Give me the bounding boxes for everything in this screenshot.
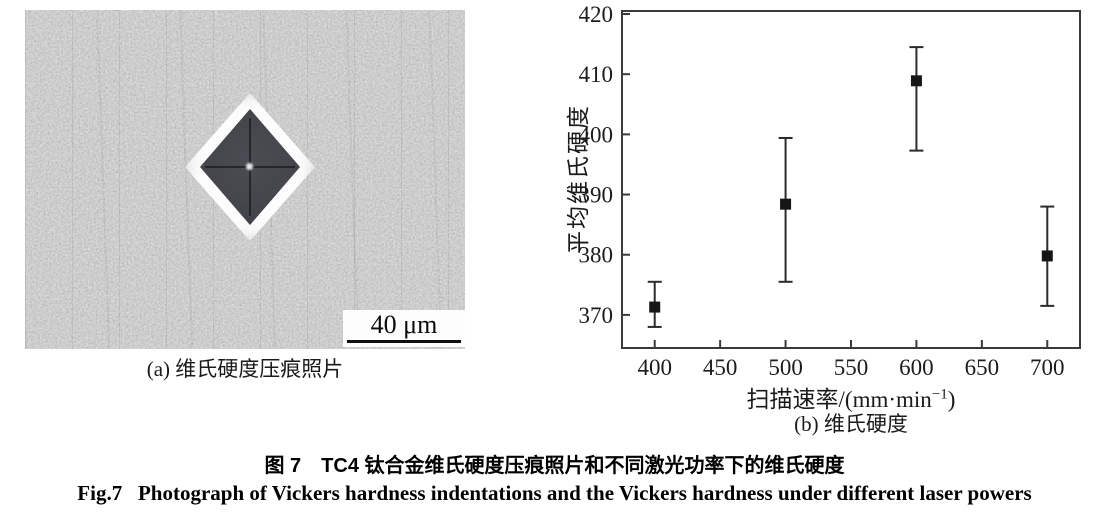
data-point-marker <box>910 75 922 87</box>
y-tick-label: 390 <box>579 183 614 208</box>
hardness-scatter-chart: 400 450 500 550 600 650 700 370 380 390 400 410 420 <box>579 2 1081 380</box>
data-point-marker <box>1041 250 1053 262</box>
plot-frame <box>621 10 1081 349</box>
scale-bar: 40 μm <box>343 310 465 347</box>
y-tick-label: 400 <box>579 122 614 147</box>
indentation-center-glint <box>246 163 253 170</box>
scale-bar-line <box>347 340 461 343</box>
x-tick-label: 700 <box>1030 355 1065 380</box>
x-tick-label: 650 <box>965 355 1000 380</box>
figure-title-english: Fig.7 Photograph of Vickers hardness ind… <box>77 481 1032 505</box>
y-tick-label: 380 <box>579 243 614 268</box>
x-tick-label: 400 <box>637 355 672 380</box>
hardness-chart-panel: 400 450 500 550 600 650 700 370 380 390 400 410 420 … <box>549 0 1109 446</box>
panel-b-caption: (b) 维氏硬度 <box>794 412 908 436</box>
micrograph-photo: 40 μm <box>25 10 465 349</box>
x-tick-label: 600 <box>899 355 934 380</box>
x-tick-label: 450 <box>703 355 738 380</box>
x-axis-label-superscript: −1 <box>931 386 948 403</box>
scale-bar-label: 40 μm <box>370 310 438 339</box>
y-axis-label: 平均维氏硬度 <box>566 104 591 254</box>
x-axis-label: 扫描速率/(mm·min−1) <box>651 380 1051 414</box>
data-point-marker <box>780 198 792 210</box>
y-tick-label: 420 <box>579 2 614 27</box>
y-tick-label: 410 <box>579 62 614 87</box>
panel-a-caption: (a) 维氏硬度压痕照片 <box>146 357 344 381</box>
x-tick-label: 500 <box>768 355 803 380</box>
data-point-marker <box>649 301 661 313</box>
x-axis-label-text: 扫描速率/(mm·min <box>746 387 932 412</box>
x-tick-label: 550 <box>834 355 869 380</box>
y-tick-label: 370 <box>579 303 614 328</box>
x-axis-label-close: ) <box>947 387 956 412</box>
figure-title-chinese: 图 7 TC4 钛合金维氏硬度压痕照片和不同激光功率下的维氏硬度 <box>264 455 845 477</box>
